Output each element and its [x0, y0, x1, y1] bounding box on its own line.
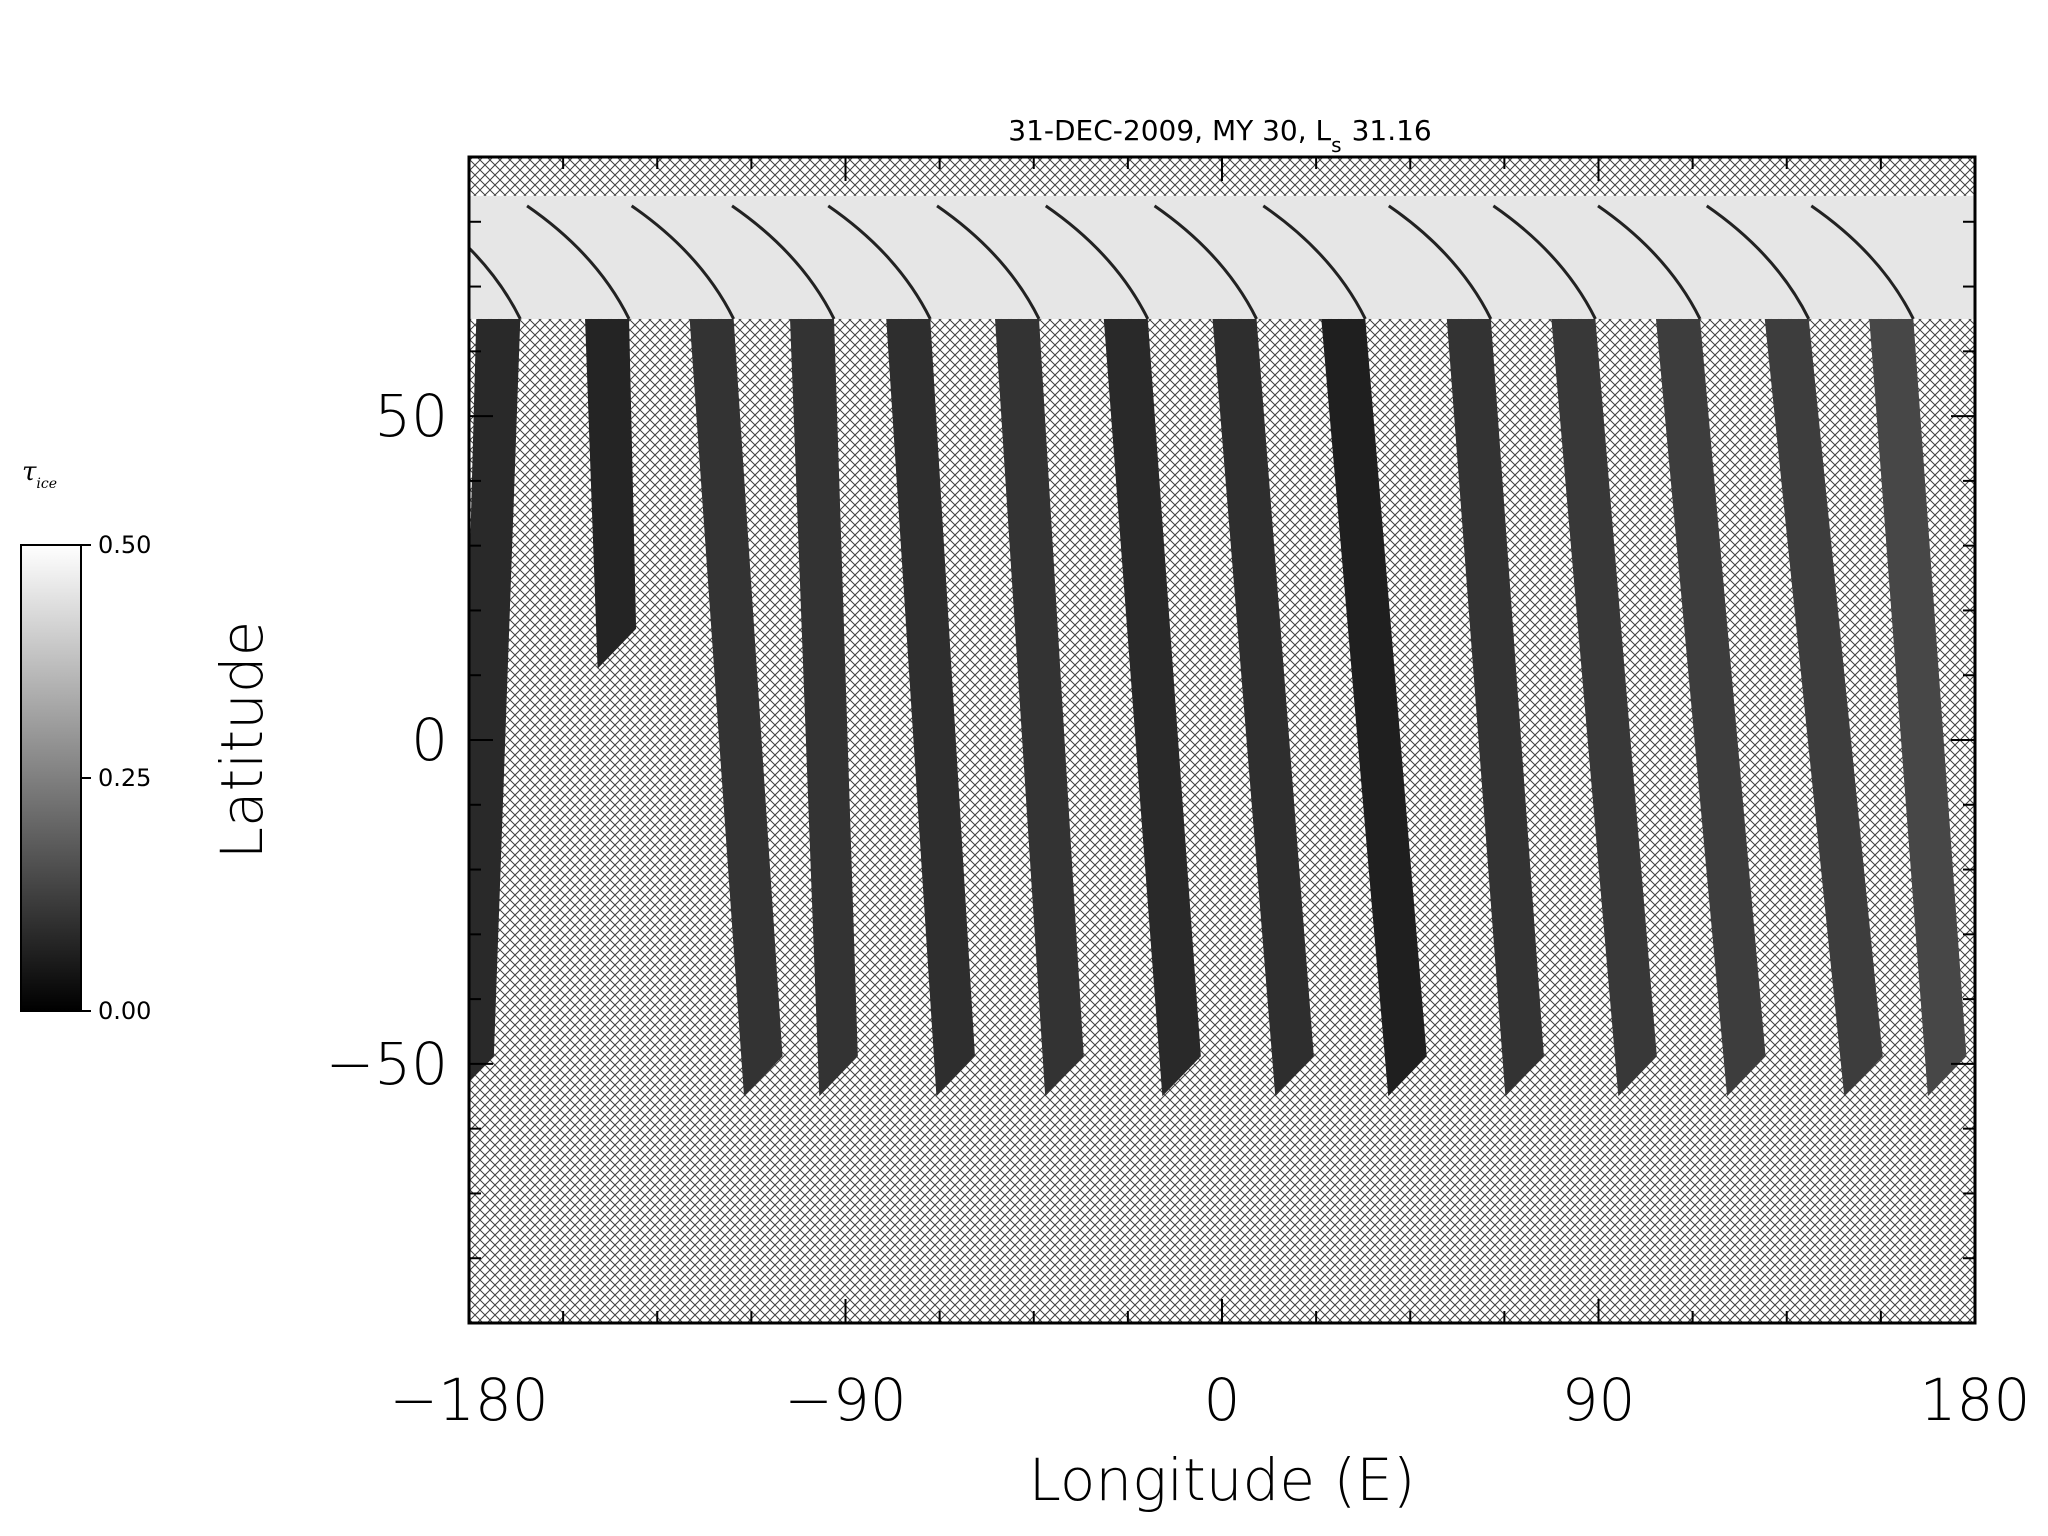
cap-arc-14: [1810, 204, 1915, 320]
colorbar-tick-label: 0.25: [98, 764, 151, 792]
swath-6: [995, 318, 1084, 1097]
y-tick-label: 50: [374, 382, 448, 450]
colorbar-label: τice: [22, 457, 57, 492]
swath-13: [1764, 318, 1883, 1097]
swath-2: [585, 318, 637, 669]
colorbar-tick-label: 0.50: [98, 531, 151, 559]
x-tick-label: 90: [1562, 1366, 1636, 1434]
y-tick-label: 0: [411, 706, 448, 774]
swath-9: [1321, 318, 1427, 1097]
swath-12: [1655, 318, 1766, 1097]
cap-arc-11: [1492, 204, 1597, 320]
y-tick-label: −50: [326, 1030, 448, 1098]
x-axis-label: Longitude (E): [1029, 1446, 1416, 1514]
swath-11: [1551, 318, 1657, 1097]
swath-8: [1212, 318, 1314, 1097]
cap-arc-13: [1705, 204, 1811, 320]
colorbar-tick-label: 0.00: [98, 997, 151, 1025]
swath-14: [1869, 318, 1967, 1097]
swath-7: [1103, 318, 1201, 1097]
x-tick-label: −90: [784, 1366, 906, 1434]
cap-arc-12: [1597, 204, 1702, 320]
cap-arc-8: [1153, 204, 1258, 320]
cap-arc-3: [630, 204, 735, 320]
cap-arc-1: [469, 245, 522, 320]
polar-cap-band: [469, 195, 1975, 319]
cap-arc-4: [731, 204, 836, 320]
y-axis-label: Latitude: [208, 621, 276, 860]
swath-1: [469, 318, 521, 1083]
colorbar: [20, 544, 82, 1012]
x-tick-label: −180: [389, 1366, 548, 1434]
x-tick-label: 0: [1204, 1366, 1241, 1434]
cap-arc-5: [827, 204, 932, 320]
x-tick-label: 180: [1920, 1366, 2031, 1434]
swath-5: [886, 318, 975, 1097]
cap-arc-6: [936, 204, 1041, 320]
swath-10: [1446, 318, 1544, 1097]
cap-arc-2: [526, 204, 631, 320]
chart-title: 31-DEC-2009, MY 30, Ls 31.16: [1008, 114, 1431, 157]
swath-4: [790, 318, 858, 1097]
cap-arc-10: [1387, 204, 1493, 320]
cap-arc-7: [1044, 204, 1150, 320]
swath-3: [689, 318, 783, 1097]
cap-arc-9: [1262, 204, 1367, 320]
